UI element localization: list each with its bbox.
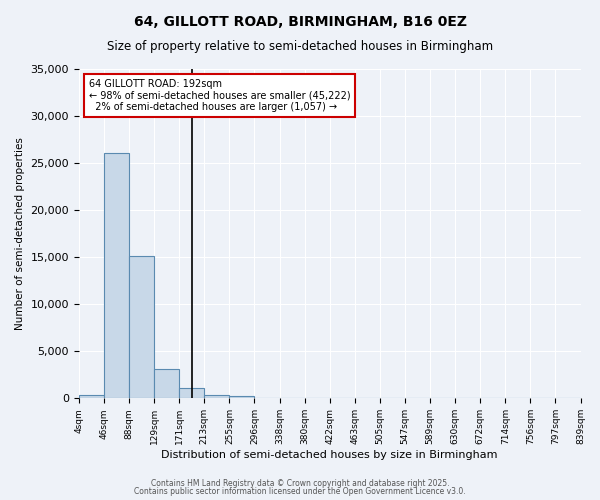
Bar (79, 395, 104, 398)
Text: 64 GILLOTT ROAD: 192sqm
← 98% of semi-detached houses are smaller (45,222)
  2% : 64 GILLOTT ROAD: 192sqm ← 98% of semi-de… (89, 79, 350, 112)
Bar (205, 394, 229, 398)
X-axis label: Distribution of semi-detached houses by size in Birmingham: Distribution of semi-detached houses by … (161, 450, 498, 460)
Text: Contains public sector information licensed under the Open Government Licence v3: Contains public sector information licen… (134, 487, 466, 496)
Bar (179, 388, 205, 398)
Text: 64, GILLOTT ROAD, BIRMINGHAM, B16 0EZ: 64, GILLOTT ROAD, BIRMINGHAM, B16 0EZ (133, 15, 467, 29)
Y-axis label: Number of semi-detached properties: Number of semi-detached properties (15, 137, 25, 330)
Text: Size of property relative to semi-detached houses in Birmingham: Size of property relative to semi-detach… (107, 40, 493, 53)
Bar (154, 369, 179, 398)
Bar (229, 396, 254, 398)
Bar (104, 152, 129, 398)
Bar (129, 256, 154, 398)
Text: Contains HM Land Registry data © Crown copyright and database right 2025.: Contains HM Land Registry data © Crown c… (151, 478, 449, 488)
